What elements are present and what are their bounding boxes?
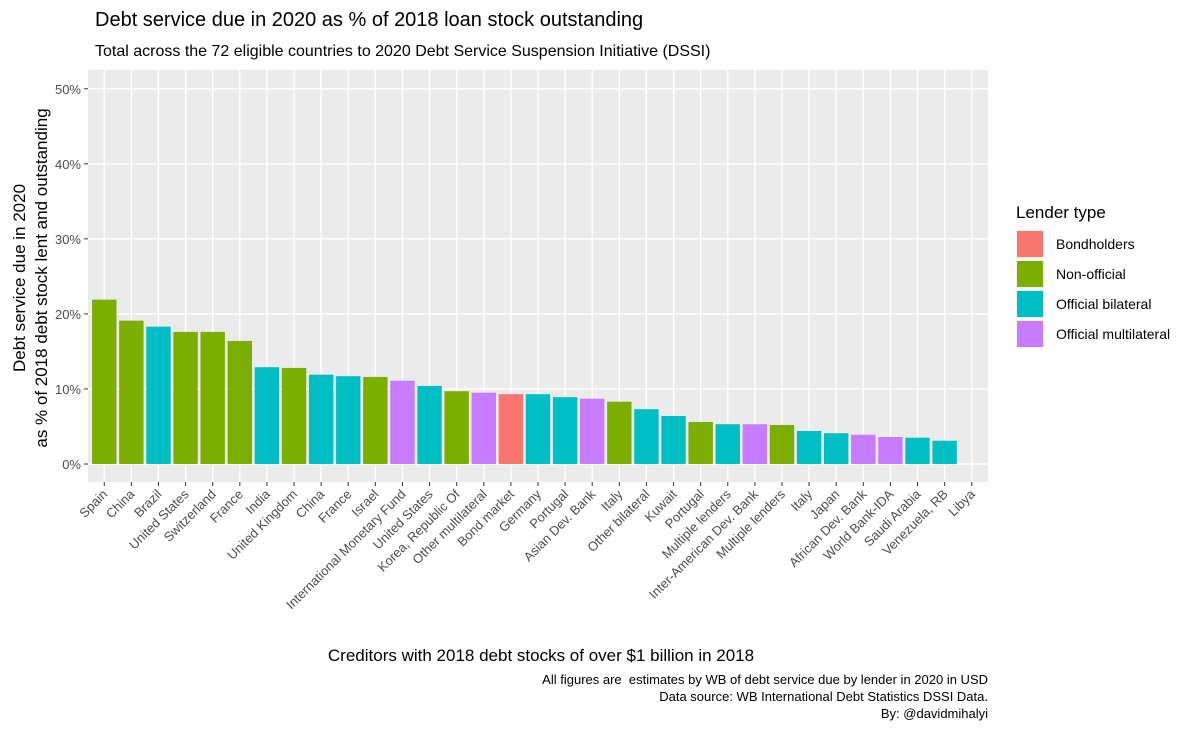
bar <box>227 340 253 464</box>
bar <box>308 374 334 464</box>
y-axis-title: as % of 2018 debt stock lent and outstan… <box>32 108 51 447</box>
bar <box>607 401 632 464</box>
y-axis-title: Debt service due in 2020 <box>10 184 29 372</box>
bar <box>932 440 957 464</box>
bar <box>878 436 903 464</box>
legend-title: Lender type <box>1016 203 1106 222</box>
legend-label: Bondholders <box>1056 236 1135 252</box>
bar <box>796 430 822 464</box>
legend-swatch <box>1017 321 1043 347</box>
legend-swatch <box>1017 291 1043 317</box>
bar <box>363 376 388 464</box>
bar <box>92 299 117 464</box>
bar <box>715 424 740 464</box>
bar <box>336 376 361 464</box>
bar <box>851 434 876 464</box>
legend-label: Official bilateral <box>1056 296 1151 312</box>
caption: By: @davidmihalyi <box>881 706 988 721</box>
bar <box>390 380 415 464</box>
caption: Data source: WB International Debt Stati… <box>659 689 988 704</box>
chart-title: Debt service due in 2020 as % of 2018 lo… <box>95 9 643 31</box>
y-tick-label: 20% <box>55 307 81 322</box>
y-tick-label: 40% <box>55 157 81 172</box>
bar <box>281 367 307 464</box>
bar <box>552 397 578 464</box>
bar <box>661 415 686 464</box>
y-tick-label: 50% <box>55 82 81 97</box>
y-tick-label: 30% <box>55 232 81 247</box>
legend-swatch <box>1017 231 1043 257</box>
bar <box>905 437 930 464</box>
x-axis-title: Creditors with 2018 debt stocks of over … <box>328 646 754 665</box>
bar <box>471 392 496 464</box>
bar <box>498 394 524 464</box>
bar <box>580 398 605 464</box>
bar <box>525 394 551 464</box>
bar <box>254 367 280 464</box>
bar <box>119 320 144 464</box>
bar <box>173 331 198 464</box>
legend-swatch <box>1017 261 1043 287</box>
y-tick-label: 10% <box>55 382 81 397</box>
bar <box>688 421 713 464</box>
bar <box>146 326 171 464</box>
chart-subtitle: Total across the 72 eligible countries t… <box>95 43 710 60</box>
bar <box>742 424 768 464</box>
legend-label: Non-official <box>1056 266 1126 282</box>
bar <box>634 409 659 464</box>
legend-label: Official multilateral <box>1056 326 1170 342</box>
bar <box>769 424 795 464</box>
bar <box>417 385 442 464</box>
bar <box>200 331 225 464</box>
bar <box>823 433 849 464</box>
y-tick-label: 0% <box>62 457 81 472</box>
caption: All figures are estimates by WB of debt … <box>542 672 988 687</box>
bar <box>444 391 469 464</box>
